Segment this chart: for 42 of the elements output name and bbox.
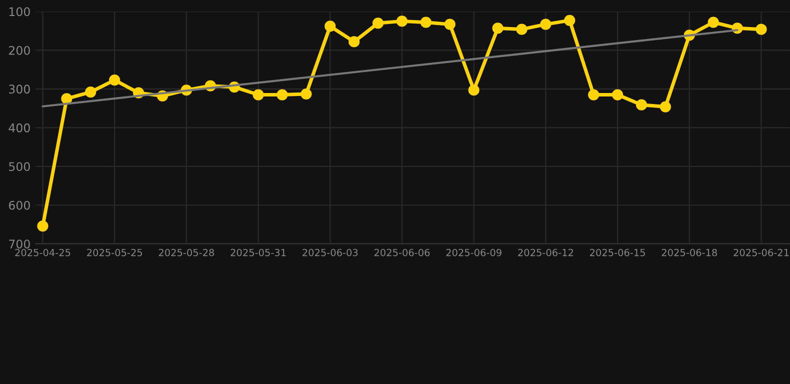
point xyxy=(588,89,600,100)
point xyxy=(516,24,528,35)
x-tick-label: 2025-06-12 xyxy=(518,248,573,256)
point xyxy=(109,74,120,86)
point xyxy=(396,16,408,27)
y-tick-label: 600 xyxy=(8,200,30,210)
point xyxy=(324,20,336,32)
y-tick-label: 100 xyxy=(9,7,30,16)
point xyxy=(540,18,552,30)
point xyxy=(252,89,264,100)
point xyxy=(756,24,767,35)
y-tick-label: 300 xyxy=(9,84,30,94)
x-tick-label: 2025-05-25 xyxy=(87,248,142,256)
x-tick-label: 2025-06-21 xyxy=(734,248,789,256)
point xyxy=(612,89,624,100)
point xyxy=(660,101,672,112)
y-tick-label: 400 xyxy=(8,123,30,132)
x-tick-label: 2025-06-18 xyxy=(662,248,717,256)
point xyxy=(708,16,719,28)
point xyxy=(61,93,72,104)
point xyxy=(348,36,360,48)
x-tick-label: 2025-06-06 xyxy=(374,248,430,256)
point xyxy=(85,86,96,98)
y-tick-label: 200 xyxy=(9,46,30,55)
x-tick-label: 2025-06-03 xyxy=(302,248,358,256)
point xyxy=(492,22,504,34)
point xyxy=(300,88,312,100)
y-tick-label: 700 xyxy=(9,240,30,248)
point xyxy=(636,99,648,110)
x-tick-label: 2025-04-25 xyxy=(15,248,70,256)
x-tick-label: 2025-06-09 xyxy=(446,248,502,256)
point xyxy=(564,14,576,26)
x-tick-label: 2025-06-15 xyxy=(590,248,645,256)
point xyxy=(372,18,384,29)
point xyxy=(468,84,480,96)
x-tick-label: 2025-05-31 xyxy=(230,248,286,256)
point xyxy=(444,18,456,30)
point xyxy=(276,89,288,100)
y-tick-label: 500 xyxy=(9,162,30,172)
point xyxy=(420,16,432,28)
x-tick-label: 2025-05-28 xyxy=(158,248,214,256)
point xyxy=(37,220,48,232)
